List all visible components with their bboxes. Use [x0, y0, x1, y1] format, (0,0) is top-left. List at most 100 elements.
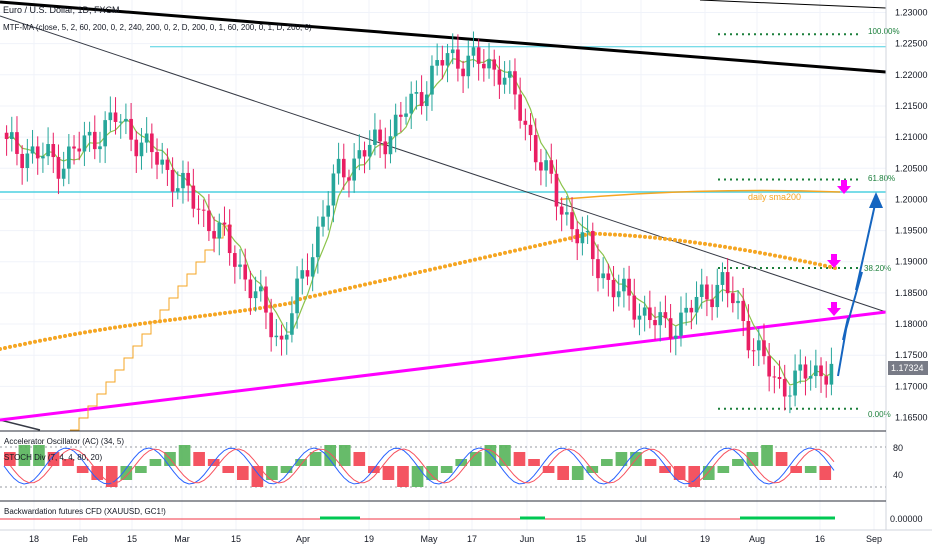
sma-dot	[773, 253, 777, 258]
sma-dot	[208, 312, 212, 317]
price-tick-label: 1.20000	[895, 194, 928, 204]
backwardation-pane[interactable]	[0, 516, 835, 520]
sma-dot	[258, 306, 262, 311]
candle-body	[653, 320, 657, 326]
trendline	[0, 419, 41, 431]
ac-bar	[542, 466, 555, 473]
candle-body	[269, 312, 273, 338]
candle-body	[393, 114, 398, 137]
candle-body	[92, 131, 97, 150]
sma-dot	[93, 328, 97, 333]
time-axis-label: 15	[576, 534, 586, 544]
sma-dot	[143, 321, 147, 326]
sma-dot	[238, 308, 242, 313]
sma-dot	[708, 242, 712, 247]
sma-dot	[678, 238, 682, 243]
sma-dot	[633, 233, 637, 238]
candle-body	[492, 59, 497, 70]
sma-dot	[528, 245, 532, 250]
candle-body	[580, 232, 585, 244]
candle-body	[181, 172, 185, 189]
sma-dot	[353, 284, 357, 289]
time-axis[interactable]: 18 Feb 15 Mar 15 Apr 19 May 17 Jun 15 Jul 19 Aug 16 Sep	[29, 534, 882, 544]
candle-body	[565, 212, 569, 215]
fib-100-label: 100.00%	[868, 27, 900, 36]
main-pane[interactable]	[0, 0, 886, 430]
price-tick-label: 1.19000	[895, 257, 928, 267]
sma-dot	[38, 338, 42, 343]
candle-body	[124, 118, 128, 122]
sma-dot	[623, 233, 627, 238]
candle-body	[253, 291, 258, 299]
candle-body	[207, 210, 211, 232]
sma-dot	[313, 293, 317, 298]
candle-body	[611, 279, 616, 298]
price-tick-label: 1.23000	[895, 7, 928, 17]
candle-body	[321, 216, 325, 227]
price-tick-label: 1.21000	[895, 132, 928, 142]
candle-body	[435, 60, 439, 66]
ac-bar	[717, 466, 730, 473]
candle-body	[461, 68, 465, 77]
price-scale[interactable]: 1.23000 1.22500 1.22000 1.21500 1.21000 1.205…	[895, 7, 928, 422]
candle-body	[689, 307, 694, 313]
sma-dot	[363, 282, 367, 287]
price-tick-label: 1.18500	[895, 288, 928, 298]
ac-bar	[62, 459, 74, 466]
time-axis-label: 19	[364, 534, 374, 544]
candle-body	[4, 132, 9, 139]
current-price-tag	[888, 361, 928, 375]
ac-bar	[266, 466, 278, 480]
candle-body	[331, 173, 336, 206]
projection-arrow	[837, 192, 883, 377]
candle-body	[575, 229, 580, 244]
sma-dot	[558, 238, 562, 243]
candle-body	[290, 313, 294, 335]
sma-dot	[443, 264, 447, 269]
candle-body	[663, 312, 668, 319]
candle-body	[378, 129, 382, 142]
price-tick-label: 1.17500	[895, 350, 928, 360]
candle-body	[658, 312, 663, 326]
ac-bar	[397, 466, 409, 487]
price-tick-label: 1.20500	[895, 163, 928, 173]
candle-body	[201, 209, 206, 211]
time-axis-label: 15	[231, 534, 241, 544]
candle-body	[736, 300, 740, 304]
sma-dot	[753, 249, 757, 254]
candles	[4, 31, 834, 414]
sma-dot	[243, 308, 247, 313]
sma-dot	[23, 341, 27, 346]
sma-dot	[828, 264, 832, 269]
candle-body	[456, 49, 460, 69]
ac-bar	[557, 466, 569, 480]
candle-body	[445, 53, 450, 66]
sma-dot	[758, 250, 762, 255]
sma-dot	[508, 249, 512, 254]
ac-bar	[4, 452, 16, 466]
candle-body	[279, 335, 284, 340]
sma-dot	[688, 239, 692, 244]
sma-dot	[3, 345, 7, 350]
sma-dot	[448, 263, 452, 268]
oscillator-label-1: Accelerator Oscillator (AC) (34, 5)	[4, 437, 124, 446]
oscillator-pane[interactable]	[0, 445, 886, 488]
sma-dot	[133, 322, 137, 327]
candle-body	[720, 272, 725, 285]
sma-dot	[58, 334, 62, 339]
candle-body	[684, 307, 688, 313]
sma-dot	[168, 317, 172, 322]
projection-path	[837, 199, 877, 377]
time-axis-label: May	[420, 534, 438, 544]
sma-dot	[543, 241, 547, 246]
ac-bar	[746, 452, 759, 466]
sma-dot	[223, 311, 227, 316]
sma-dot	[13, 343, 17, 348]
candle-body	[648, 307, 652, 321]
candle-body	[725, 272, 730, 294]
candle-body	[808, 376, 813, 379]
sma-dot	[43, 337, 47, 342]
candle-body	[544, 160, 548, 171]
